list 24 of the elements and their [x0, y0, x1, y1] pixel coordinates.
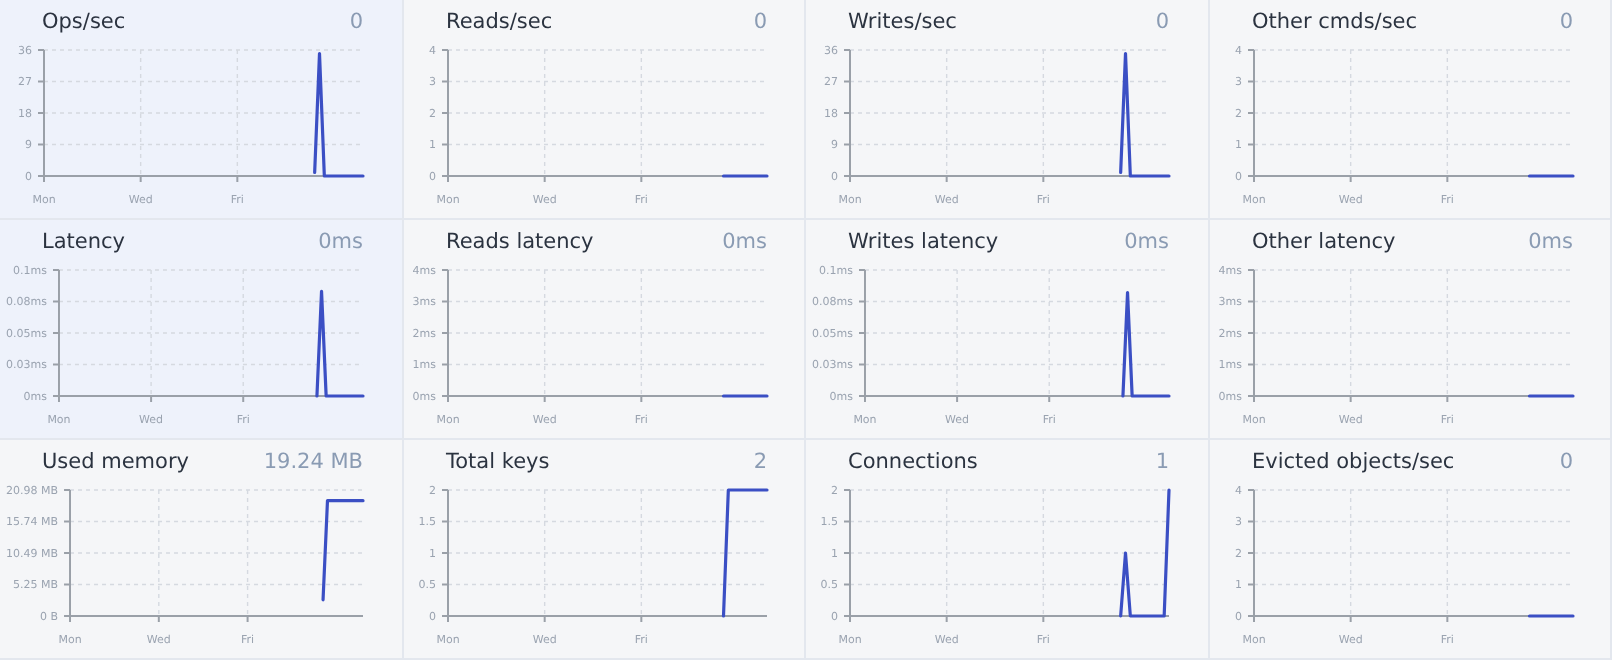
chart-subtitle: 0ms — [318, 230, 363, 254]
chart-title: Ops/sec — [42, 10, 126, 34]
chart-title: Used memory — [42, 450, 189, 474]
chart-subtitle: 0 — [1155, 10, 1169, 34]
chart-title: Total keys — [443, 450, 549, 474]
chart-title: Reads/sec — [445, 10, 552, 34]
chart-title: Other latency — [1251, 230, 1395, 254]
chart-subtitle: 2 — [752, 450, 766, 474]
chart-subtitle: 0ms — [1124, 230, 1169, 254]
chart-subtitle: 0 — [1558, 450, 1572, 474]
chart-subtitle: 19.24 MB — [263, 450, 363, 474]
chart-subtitle: 0 — [349, 10, 363, 34]
chart-subtitle: 0ms — [1527, 230, 1572, 254]
chart-title: Reads latency — [445, 230, 593, 254]
chart-title: Writes/sec — [848, 10, 958, 34]
chart-title: Connections — [848, 450, 978, 474]
chart-subtitle: 0ms — [721, 230, 766, 254]
chart-subtitle: 0 — [1558, 10, 1572, 34]
chart-subtitle: 0 — [752, 10, 766, 34]
chart-subtitle: 1 — [1155, 450, 1169, 474]
chart-title: Writes latency — [848, 230, 999, 254]
chart-title: Latency — [42, 230, 126, 254]
chart-title: Evicted objects/sec — [1251, 450, 1454, 474]
chart-title: Other cmds/sec — [1251, 10, 1417, 34]
